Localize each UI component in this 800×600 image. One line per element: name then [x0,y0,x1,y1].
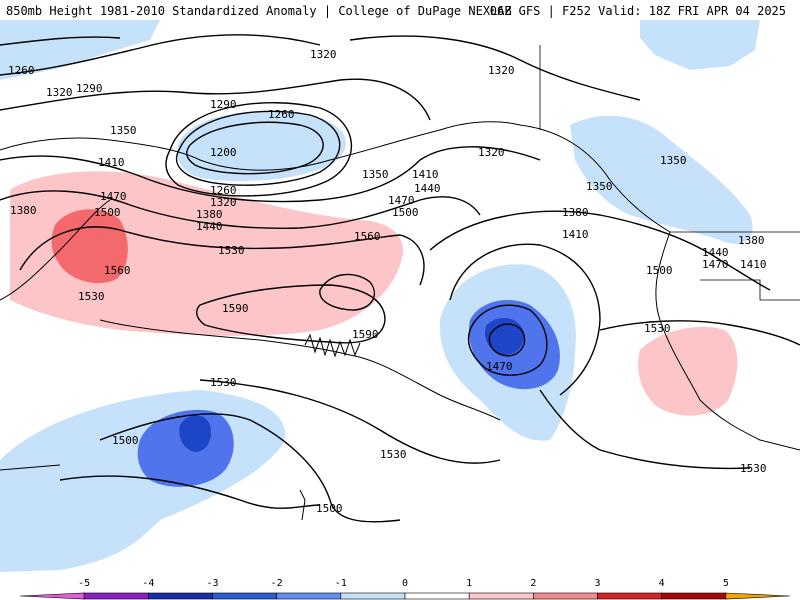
positive-anomaly-area [10,171,404,336]
colorbar-tick-label: 3 [594,578,600,589]
contour-label: 1320 [310,48,337,61]
contour-label: 1260 [8,64,35,77]
model-run-info: 06Z GFS | F252 Valid: 18Z FRI APR 04 202… [489,4,786,18]
map-title: 850mb Height 1981-2010 Standardized Anom… [6,4,512,18]
colorbar-tick-label: 4 [659,578,665,589]
colorbar-segment [597,592,662,600]
negative-anomaly-area [640,20,760,70]
colorbar-tick-label: 2 [530,578,536,589]
contour-labels: 1320 1260 1320 1290 1320 1290 1260 1350 … [8,48,767,515]
colorbar-tick-label: 0 [402,578,408,589]
contour-label: 1590 [352,328,379,341]
colorbar-tick-label: 5 [723,578,729,589]
colorbar-tick-label: -4 [142,578,154,589]
contour-label: 1530 [380,448,407,461]
contour-label: 1440 [414,182,441,195]
contour-label: 1350 [362,168,389,181]
anomaly-shading [0,20,760,572]
contour-label: 1320 [488,64,515,77]
negative-anomaly-area [0,20,160,80]
anomaly-colorbar: -5 -4 -3 -2 -1 0 1 2 3 4 5 [19,578,791,600]
colorbar-segment [276,592,342,600]
contour-label: 1530 [740,462,767,475]
colorbar-segment [340,592,406,600]
contour-label: 1320 [210,196,237,209]
contour-label: 1410 [98,156,125,169]
colorbar-segment [83,592,149,600]
contour-label: 1590 [222,302,249,315]
weather-map: 1320 1260 1320 1290 1320 1290 1260 1350 … [0,20,800,572]
contour-label: 1470 [702,258,729,271]
contour-label: 1500 [646,264,673,277]
contour-label: 1530 [644,322,671,335]
colorbar-tick-label: -3 [206,578,218,589]
contour-label: 1320 [46,86,73,99]
contour-label: 1500 [392,206,419,219]
contour-label: 1470 [100,190,127,203]
contour-label: 1290 [210,98,237,111]
contour-label: 1470 [388,194,415,207]
colorbar-segment [661,592,727,600]
height-contours [0,34,800,523]
contour-label: 1500 [112,434,139,447]
contour-label: 1380 [562,206,589,219]
negative-anomaly-area [570,115,753,244]
contour-label: 1380 [196,208,223,221]
colorbar-tick-label: -2 [271,578,283,589]
contour-label: 1350 [660,154,687,167]
contour-label: 1440 [196,220,223,233]
contour-label: 1350 [110,124,137,137]
colorbar-segment [148,592,213,600]
contour-label: 1410 [562,228,589,241]
contour-label: 1200 [210,146,237,159]
contour-label: 1530 [218,244,245,257]
contour-label: 1320 [478,146,505,159]
contour-label: 1560 [354,230,381,243]
contour-label: 1380 [738,234,765,247]
contour-label: 1410 [412,168,439,181]
contour-label: 1350 [586,180,613,193]
contour-label: 1470 [486,360,513,373]
contour-label: 1530 [78,290,105,303]
contour-label: 1530 [210,376,237,389]
contour-label: 1380 [10,204,37,217]
colorbar-segment [212,592,277,600]
contour-label: 1410 [740,258,767,271]
coastlines [0,45,800,521]
contour-label: 1560 [104,264,131,277]
colorbar-segment [468,592,534,600]
strong-negative-anomaly [484,317,524,355]
strong-negative-anomaly [179,415,212,452]
colorbar-tick-label: -5 [78,578,90,589]
contour-label: 1290 [76,82,103,95]
colorbar-segment [533,592,598,600]
contour-label: 1500 [316,502,343,515]
contour-label: 1260 [268,108,295,121]
contour-label: 1440 [702,246,729,259]
colorbar-segment [404,592,470,600]
colorbar-tick-label: 1 [466,578,472,589]
contour-label: 1500 [94,206,121,219]
contour-label: 1260 [210,184,237,197]
colorbar-tick-label: -1 [335,578,347,589]
colorbar-segment [19,592,85,600]
positive-anomaly-area [638,326,738,416]
colorbar-segment [725,592,791,600]
